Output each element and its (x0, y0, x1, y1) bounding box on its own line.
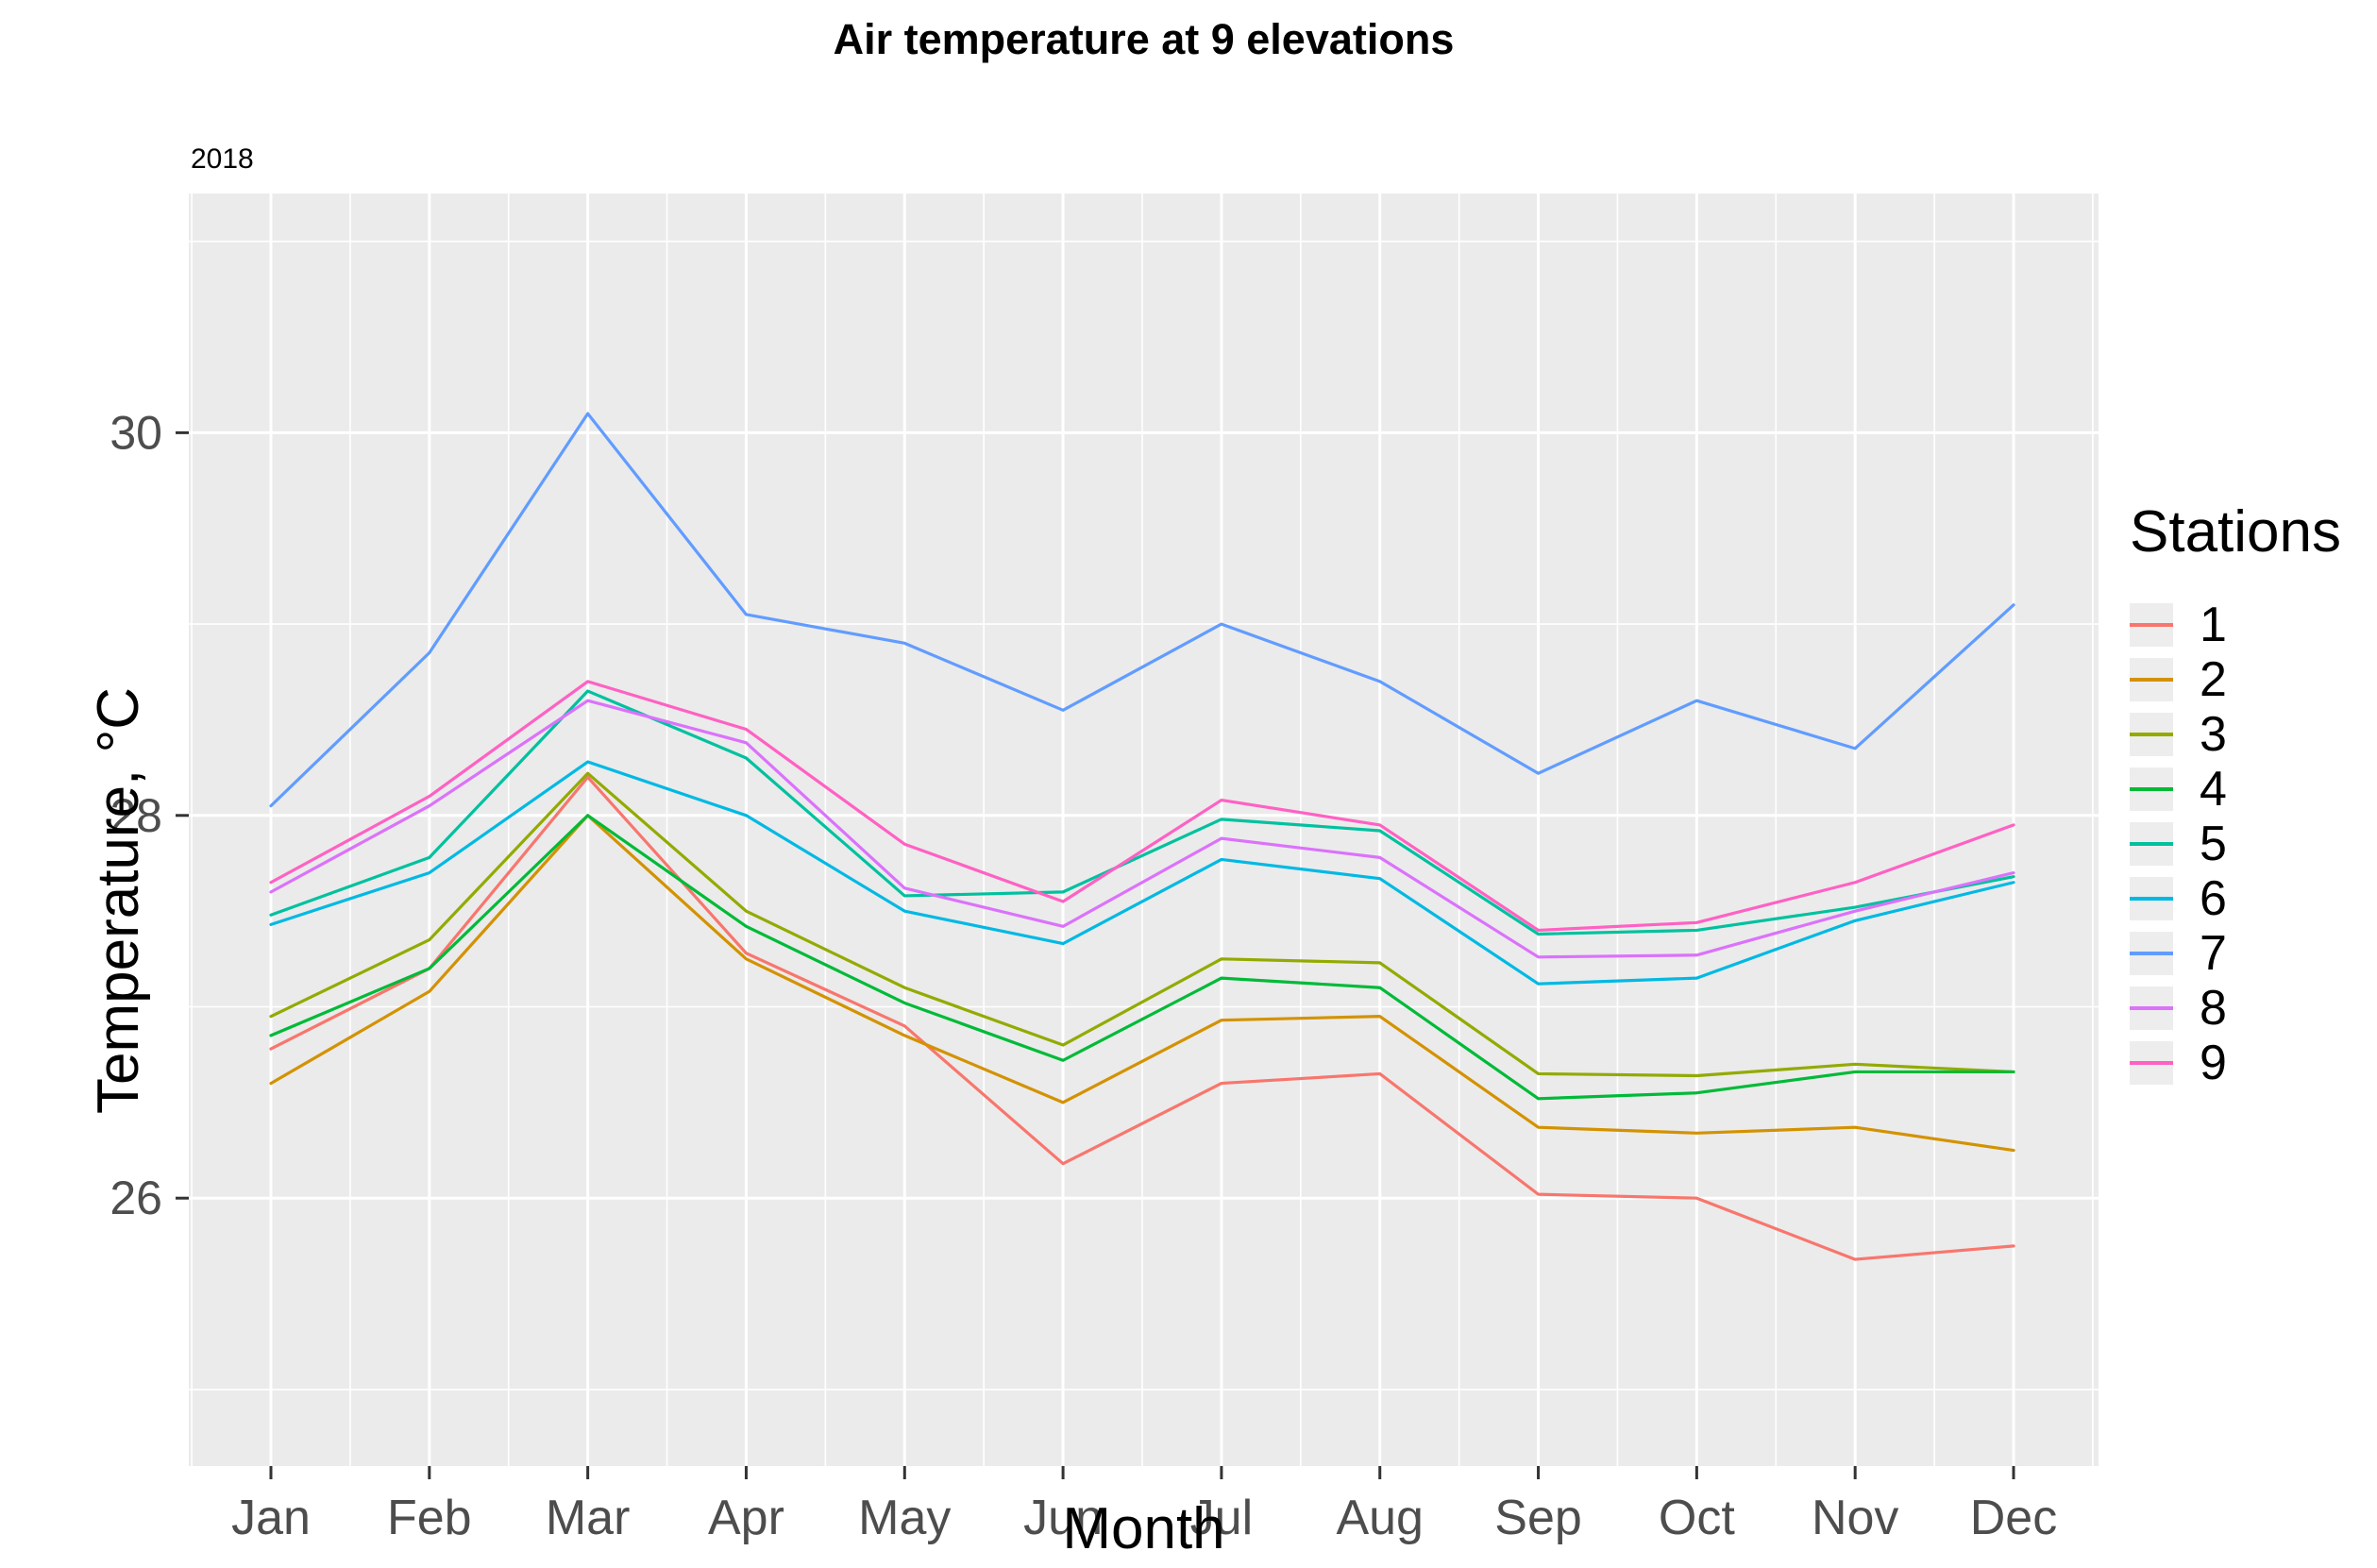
legend-entry-6: 6 (2130, 871, 2341, 926)
legend-key-line-icon (2130, 623, 2173, 627)
y-tick-label-28: 28 (110, 789, 162, 842)
legend-label-8: 8 (2200, 981, 2227, 1036)
legend-key-line-icon (2130, 952, 2173, 955)
legend-entry-7: 7 (2130, 926, 2341, 981)
legend-key-2 (2130, 658, 2173, 701)
y-tick-label-26: 26 (110, 1172, 162, 1224)
x-tick-label-Apr: Apr (708, 1491, 784, 1545)
legend-key-5 (2130, 822, 2173, 866)
legend-key-6 (2130, 877, 2173, 920)
series-line-9 (269, 680, 2015, 933)
legend-entry-8: 8 (2130, 981, 2341, 1036)
y-tick-label-30: 30 (110, 406, 162, 459)
legend-entry-4: 4 (2130, 762, 2341, 817)
legend-label-7: 7 (2200, 926, 2227, 981)
y-axis-title: Temperature, °C (86, 686, 151, 1114)
legend-key-line-icon (2130, 678, 2173, 682)
x-tick-label-Feb: Feb (387, 1491, 472, 1545)
series-line-6 (269, 760, 2015, 986)
legend-key-1 (2130, 603, 2173, 647)
legend-entry-5: 5 (2130, 817, 2341, 871)
legend-label-4: 4 (2200, 762, 2227, 817)
chart-title: Air temperature at 9 elevations (833, 15, 1455, 63)
legend-entry-3: 3 (2130, 707, 2341, 762)
x-tick-label-Mar: Mar (546, 1491, 631, 1545)
x-tick-label-Jan: Jan (231, 1491, 311, 1545)
legend-label-9: 9 (2200, 1036, 2227, 1090)
legend-title: Stations (2130, 499, 2342, 565)
x-tick-label-Jun: Jun (1023, 1491, 1103, 1545)
x-tick-label-Nov: Nov (1812, 1491, 1898, 1545)
legend-key-9 (2130, 1041, 2173, 1085)
legend-entry-9: 9 (2130, 1036, 2341, 1090)
legend-key-8 (2130, 986, 2173, 1030)
panel-background (189, 194, 2099, 1466)
x-tick-label-May: May (858, 1491, 951, 1545)
legend-key-line-icon (2130, 1061, 2173, 1065)
series-line-4 (269, 814, 2015, 1101)
series-line-2 (269, 814, 2015, 1153)
legend-label-1: 1 (2200, 598, 2227, 652)
legend-key-7 (2130, 932, 2173, 975)
series-line-7 (269, 412, 2015, 808)
legend-label-6: 6 (2200, 871, 2227, 926)
series-line-1 (269, 775, 2015, 1261)
x-tick-label-Sep: Sep (1494, 1491, 1582, 1545)
series-line-8 (269, 699, 2015, 959)
legend-label-3: 3 (2200, 707, 2227, 762)
x-tick-label-Aug: Aug (1336, 1491, 1424, 1545)
legend-key-line-icon (2130, 897, 2173, 901)
x-tick-label-Jul: Jul (1190, 1491, 1253, 1545)
x-tick-label-Dec: Dec (1970, 1491, 2057, 1545)
legend-key-line-icon (2130, 733, 2173, 736)
legend-label-2: 2 (2200, 652, 2227, 707)
x-axis-title: Month (1062, 1496, 1225, 1561)
legend-key-line-icon (2130, 1006, 2173, 1010)
legend-entry-2: 2 (2130, 652, 2341, 707)
x-tick-label-Oct: Oct (1659, 1491, 1735, 1545)
legend-key-line-icon (2130, 787, 2173, 791)
legend-key-3 (2130, 713, 2173, 756)
legend-label-5: 5 (2200, 817, 2227, 871)
legend-key-line-icon (2130, 842, 2173, 846)
series-line-3 (269, 771, 2015, 1078)
year-label: 2018 (191, 143, 254, 175)
legend-key-4 (2130, 767, 2173, 811)
legend-entry-1: 1 (2130, 598, 2341, 652)
